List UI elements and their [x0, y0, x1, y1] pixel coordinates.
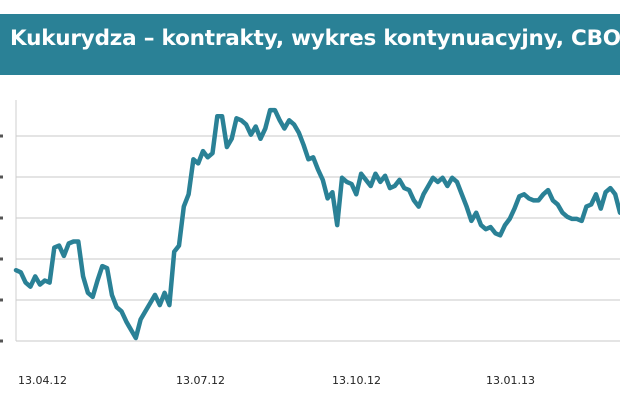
- y-tick-mark-5: [0, 339, 3, 343]
- y-tick-mark-1: [0, 175, 3, 179]
- y-tick-mark-4: [0, 298, 3, 302]
- x-tick-label: 13.01.13: [486, 374, 535, 387]
- y-tick-mark-3: [0, 257, 3, 261]
- x-axis-ticks: 13.04.12 13.07.12 13.10.12 13.01.13: [18, 374, 535, 387]
- grid: [16, 135, 620, 342]
- chart-title: Kukurydza – kontrakty, wykres kontynuacy…: [10, 26, 620, 51]
- series-line: [13, 107, 620, 341]
- y-tick-mark-2: [0, 216, 3, 220]
- title-bar: Kukurydza – kontrakty, wykres kontynuacy…: [0, 14, 620, 75]
- x-tick-label: 13.07.12: [176, 374, 225, 387]
- y-tick-mark-0: [0, 134, 3, 138]
- x-tick-label: 13.10.12: [332, 374, 381, 387]
- x-tick-label: 13.04.12: [18, 374, 67, 387]
- y-axis: [0, 100, 17, 343]
